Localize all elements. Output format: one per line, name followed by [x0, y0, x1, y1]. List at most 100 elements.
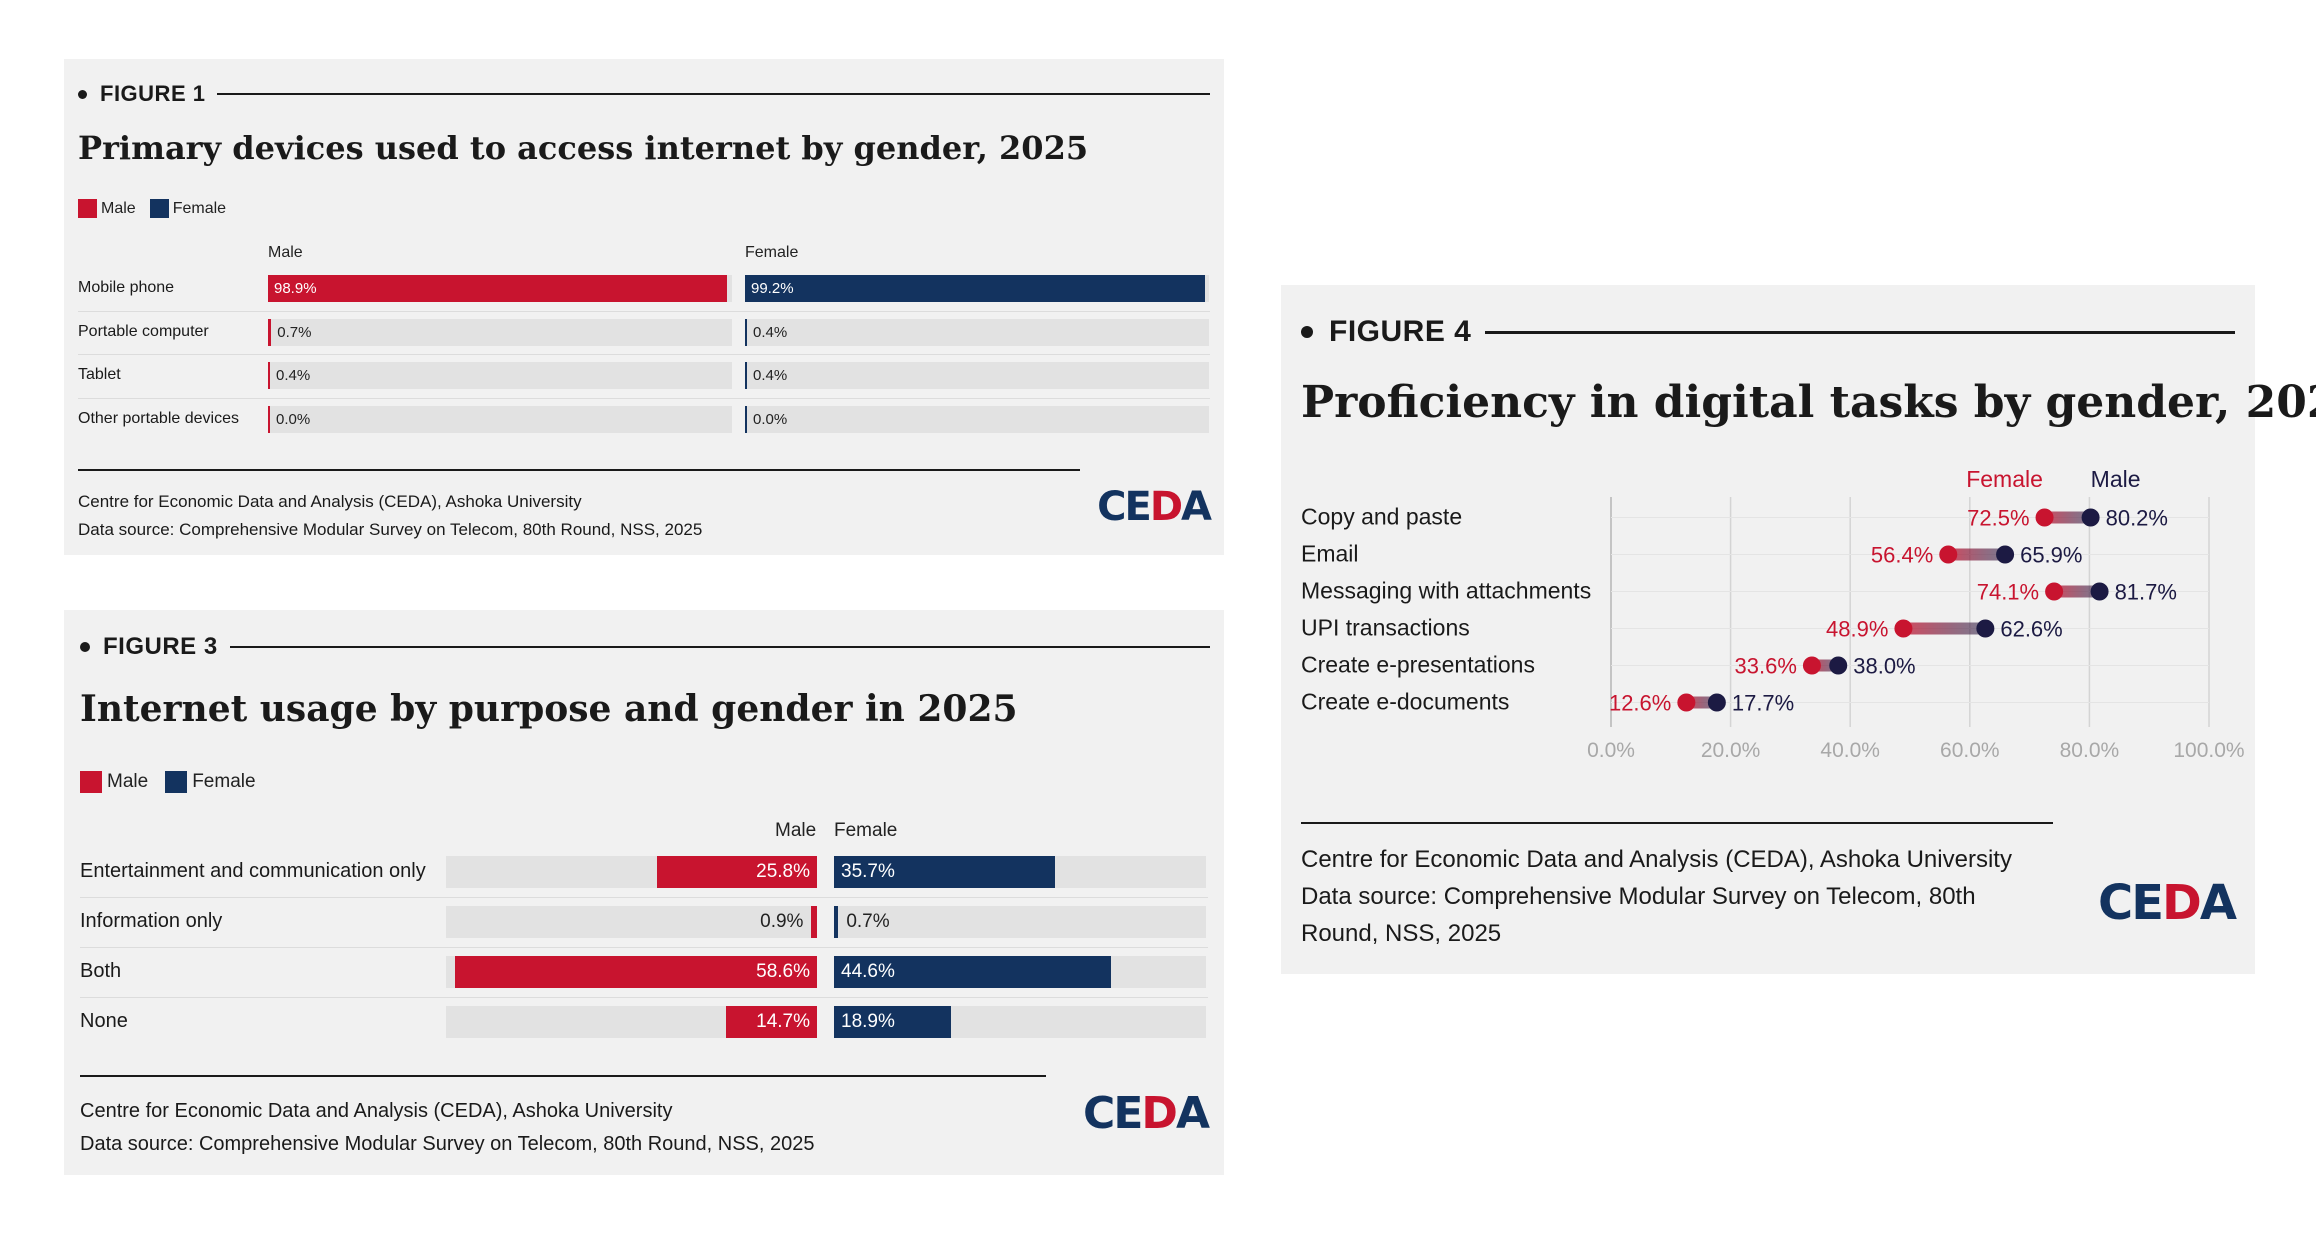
row-separator [78, 354, 1210, 355]
data-label: 99.2% [751, 280, 794, 297]
dumbbell-bar [2044, 511, 2091, 524]
data-label-female: 18.9% [841, 1011, 895, 1032]
row-separator [80, 897, 1208, 898]
dumbbell-bar [1903, 622, 1986, 635]
data-label: 0.0% [753, 410, 788, 428]
chart-title: Proficiency in digital tasks by gender, … [1301, 377, 2316, 428]
figure-3-rule [229, 646, 1210, 648]
data-label-female: 12.6% [1609, 691, 1671, 716]
legend-label-male: Male [107, 771, 149, 792]
data-label-male: 17.7% [1732, 691, 1794, 716]
category-label: Create e-documents [1301, 689, 1509, 715]
dumbbell-bar [2054, 585, 2100, 598]
data-label-male: 38.0% [1853, 654, 1915, 679]
panel-label-female: Female [834, 820, 898, 841]
dot-male [2081, 508, 2100, 527]
ceda-logo: CEDA [1083, 1088, 1210, 1139]
data-label-female: 44.6% [841, 961, 895, 982]
legend-swatch-male [80, 771, 102, 793]
logo-a: A [1175, 1088, 1210, 1139]
dot-male [2090, 582, 2109, 601]
logo-a: A [1181, 484, 1212, 530]
panel-label-male: Male [268, 244, 303, 261]
data-label-male: 0.9% [760, 911, 804, 932]
category-label: Mobile phone [78, 279, 175, 296]
figure-4-label-text: FIGURE 4 [1329, 315, 1472, 348]
row-separator [80, 947, 1208, 948]
bar-male [657, 856, 817, 888]
figure-3-card: FIGURE 3 Internet usage by purpose and g… [64, 610, 1224, 1175]
figure-4-rule [1485, 330, 2235, 334]
logo-ce: CE [1097, 484, 1152, 530]
dumbbell-bar [1948, 548, 2006, 561]
category-label: Copy and paste [1301, 504, 1462, 530]
footer-text: Centre for Economic Data and Analysis (C… [1301, 841, 2012, 952]
legend-label-female: Female [172, 199, 227, 217]
data-label-female: 74.1% [1977, 580, 2039, 605]
bar-female [834, 1006, 952, 1038]
dot-female [1894, 619, 1913, 638]
row-separator [78, 310, 1210, 312]
bar-track [268, 318, 732, 346]
bar-male [811, 906, 817, 938]
bar-female [745, 405, 747, 433]
bar-track-male [446, 906, 817, 938]
category-label: Create e-presentations [1301, 652, 1535, 678]
logo-d: D [1141, 1088, 1178, 1139]
x-tick-label: 0.0% [1587, 739, 1635, 762]
data-label-male: 58.6% [756, 961, 810, 982]
bar-track [745, 362, 1209, 389]
category-label: Information only [80, 910, 223, 932]
category-label: Portable computer [78, 322, 209, 340]
bar-male [268, 318, 272, 346]
footer-rule [80, 1075, 1046, 1077]
dot-female [2035, 508, 2054, 527]
bar-male [268, 275, 727, 302]
x-tick-label: 20.0% [1701, 739, 1761, 762]
bullet-dot [78, 89, 87, 99]
data-label: 0.4% [753, 367, 788, 384]
figure-3-label-text: FIGURE 3 [103, 633, 218, 660]
bar-female [834, 956, 1111, 988]
footer-source: Data source: Comprehensive Modular Surve… [78, 520, 703, 539]
category-label: UPI transactions [1301, 615, 1470, 641]
bar-female [834, 856, 1056, 888]
category-label: Both [80, 960, 122, 982]
bar-male [268, 405, 270, 433]
figure-4-card: FIGURE 4 Proficiency in digital tasks by… [1281, 285, 2316, 974]
x-tick-label: 100.0% [2173, 739, 2244, 762]
dot-female [1677, 693, 1696, 712]
bar-male [454, 956, 817, 988]
x-tick-label: 40.0% [1820, 739, 1880, 762]
row-separator [78, 397, 1210, 399]
bar-track [745, 405, 1209, 433]
dot-male [1976, 619, 1995, 638]
dot-female [1939, 545, 1958, 564]
figure-1-rule [217, 93, 1210, 95]
bar-male [268, 362, 270, 389]
data-label-female: 72.5% [1967, 506, 2029, 531]
logo-ce: CE [2097, 875, 2164, 931]
data-label: 0.7% [277, 323, 312, 341]
bullet-dot [1301, 326, 1313, 338]
data-label-male: 14.7% [756, 1011, 810, 1032]
category-label: Other portable devices [78, 409, 239, 427]
figure-1-label-text: FIGURE 1 [100, 81, 206, 106]
x-tick-label: 80.0% [2060, 739, 2120, 762]
dot-female [2045, 582, 2064, 601]
bullet-dot [80, 642, 90, 652]
footer-source: Data source: Comprehensive Modular Surve… [80, 1133, 815, 1155]
figure-1-label: FIGURE 1 [78, 79, 1210, 109]
legend: Male Female [80, 771, 256, 793]
logo-ce: CE [1083, 1088, 1143, 1139]
data-label-female: 48.9% [1826, 617, 1888, 642]
bar-track [268, 405, 732, 433]
dot-male [1829, 656, 1848, 675]
logo-d: D [2162, 875, 2202, 931]
legend: Male Female [78, 199, 226, 218]
data-label-male: 25.8% [756, 861, 810, 882]
data-label: 0.4% [276, 367, 311, 384]
logo-a: A [2199, 875, 2237, 931]
bar-female [834, 906, 839, 938]
x-tick-label: 60.0% [1940, 739, 2000, 762]
